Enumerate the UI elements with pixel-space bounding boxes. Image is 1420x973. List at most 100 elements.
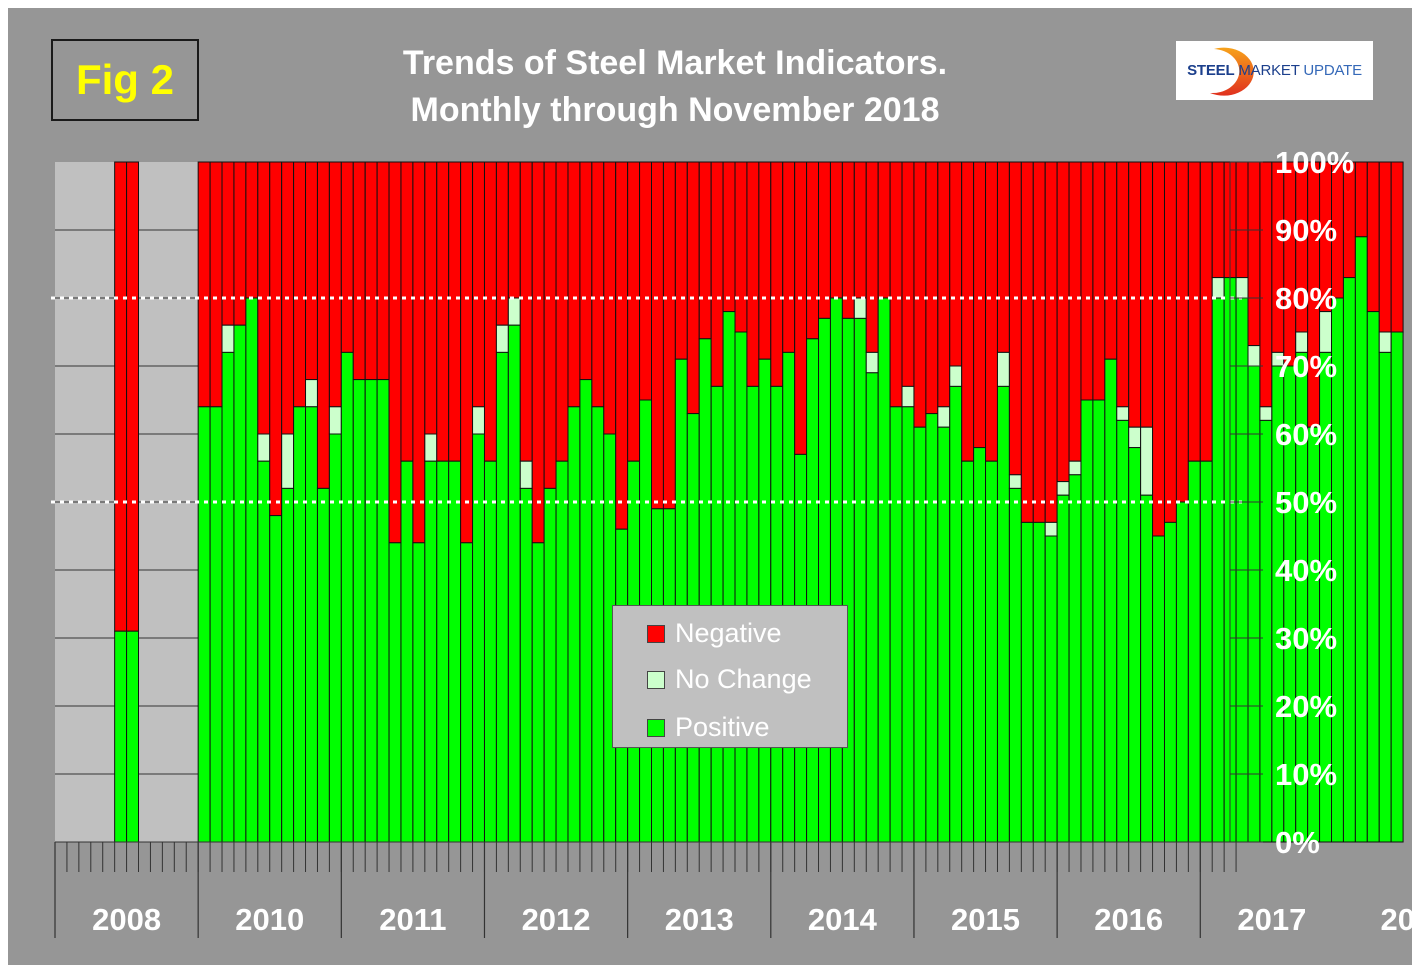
bar-negative <box>1140 161 1154 428</box>
bar-positive <box>1020 521 1034 843</box>
bar-negative <box>495 161 509 326</box>
legend-label-no-change: No Change <box>675 664 812 694</box>
legend-item-no-change: No Change <box>647 664 812 695</box>
bar-negative <box>841 161 855 319</box>
bar-positive <box>853 317 867 843</box>
figure-label: Fig 2 <box>75 56 174 103</box>
bar-positive <box>555 460 569 843</box>
bar-no-change <box>1128 426 1142 449</box>
bar-negative <box>1271 161 1285 353</box>
y-tick-label: 0% <box>1275 825 1320 860</box>
bar-positive <box>281 487 295 843</box>
bar-negative <box>913 161 927 428</box>
bar-negative <box>806 161 820 340</box>
bar-negative <box>1044 161 1058 523</box>
bar-positive <box>328 433 342 843</box>
bar-negative <box>221 161 235 326</box>
bar-negative <box>316 161 330 489</box>
bar-positive <box>889 406 903 843</box>
bar-positive <box>221 351 235 843</box>
bar-month-29 <box>543 161 557 843</box>
legend-label-negative: Negative <box>675 618 782 648</box>
bar-negative <box>126 161 140 632</box>
bar-negative <box>1116 161 1130 408</box>
bar-no-change <box>1008 474 1022 489</box>
bar-negative <box>376 161 390 381</box>
bar-negative <box>686 161 700 415</box>
bar-negative <box>293 161 307 408</box>
bar-negative <box>1008 161 1022 476</box>
bar-month-98 <box>1366 161 1380 843</box>
y-tick-label: 90% <box>1275 213 1337 248</box>
bar-positive <box>722 311 736 843</box>
bar-no-change <box>937 406 951 428</box>
bar-negative <box>1211 161 1225 279</box>
bar-negative <box>627 161 641 462</box>
bar-positive <box>424 460 438 843</box>
bar-positive <box>114 630 128 843</box>
y-tick-label: 20% <box>1275 689 1337 724</box>
y-tick-label: 60% <box>1275 417 1337 452</box>
y-tick-label: 10% <box>1275 757 1337 792</box>
bar-negative <box>1032 161 1046 523</box>
bar-negative <box>1092 161 1106 401</box>
bar-negative <box>436 161 450 462</box>
x-tick-label: 2017 <box>1237 902 1306 937</box>
bar-negative <box>1020 161 1034 523</box>
bar-no-change <box>1259 406 1273 421</box>
logo-word-steel: STEEL <box>1187 62 1235 79</box>
bar-positive <box>1152 535 1165 843</box>
bar-positive <box>1116 419 1130 843</box>
chart-subtitle: Monthly through November 2018 <box>410 91 940 129</box>
bar-negative <box>901 161 915 387</box>
bar-no-change <box>519 460 533 489</box>
bar-negative <box>1128 161 1142 428</box>
bar-negative <box>651 161 664 510</box>
bar-negative <box>1378 161 1392 333</box>
bar-negative <box>245 161 259 299</box>
bar-no-change <box>901 385 915 408</box>
bar-positive <box>1008 487 1022 843</box>
bar-positive <box>925 413 939 843</box>
legend-item-positive: Positive <box>647 712 770 743</box>
legend-item-negative: Negative <box>647 618 782 649</box>
bar-no-change <box>949 365 963 387</box>
bar-no-change <box>507 297 521 326</box>
bar-positive <box>1390 331 1404 843</box>
bar-negative <box>710 161 724 387</box>
bar-positive <box>734 331 748 843</box>
bar-positive <box>376 379 390 843</box>
bar-2008-1 <box>126 161 140 843</box>
bar-negative <box>567 161 581 408</box>
bar-negative <box>1187 161 1201 462</box>
bar-positive <box>901 406 915 843</box>
legend-swatch-negative <box>647 624 665 643</box>
bar-negative <box>746 161 760 387</box>
bar-negative <box>591 161 605 408</box>
bar-positive <box>412 542 426 843</box>
bar-positive <box>579 379 593 843</box>
bar-positive <box>758 358 772 843</box>
bar-month-100 <box>1390 161 1404 843</box>
bar-no-change <box>281 433 295 489</box>
bar-negative <box>1235 161 1249 279</box>
bar-negative <box>1199 161 1213 462</box>
bar-positive <box>567 406 581 843</box>
y-tick-label: 100% <box>1275 145 1354 180</box>
bar-positive <box>1366 311 1380 843</box>
bar-negative <box>412 161 426 544</box>
bar-negative <box>949 161 963 367</box>
bar-no-change <box>1068 460 1082 476</box>
bar-no-change <box>853 297 867 319</box>
bar-negative <box>889 161 903 408</box>
bar-negative <box>233 161 247 326</box>
bar-no-change <box>1116 406 1130 421</box>
bar-negative <box>543 161 557 489</box>
x-tick-label: 2012 <box>522 902 591 937</box>
bar-no-change <box>305 379 318 408</box>
bar-positive <box>1175 501 1189 843</box>
bar-positive <box>591 406 605 843</box>
bar-negative <box>364 161 378 381</box>
axes <box>54 161 1263 938</box>
legend-swatch-positive <box>647 718 665 737</box>
